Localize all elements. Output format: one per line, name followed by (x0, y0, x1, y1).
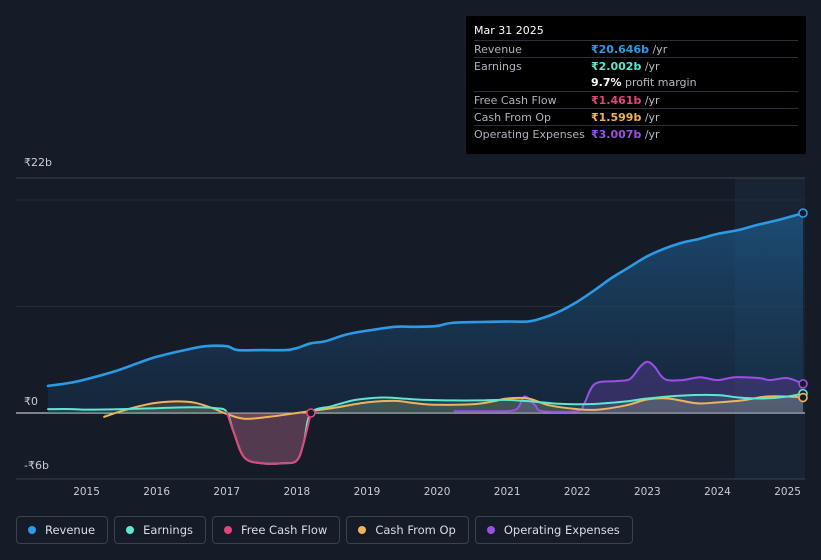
cash-from-op-line (103, 395, 804, 420)
cash-from-op-area (104, 396, 804, 419)
tooltip-date: Mar 31 2025 (474, 24, 544, 37)
earnings-area (48, 393, 803, 464)
legend-label: Revenue (45, 523, 96, 537)
operating-expenses-dot-icon (486, 526, 495, 534)
area-fills (48, 213, 804, 464)
cash-from-op-end-marker (798, 392, 808, 403)
x-tick-label: 2019 (354, 486, 381, 498)
legend-item-cash-from-op[interactable]: Cash From Op (346, 516, 469, 544)
x-tick-label: 2025 (774, 486, 801, 498)
x-tick-label: 2022 (564, 486, 591, 498)
tooltip-label: Revenue (474, 43, 522, 56)
tooltip-row-fcf: Free Cash Flow ₹1.461b /yr (474, 91, 798, 109)
tooltip-row-margin: 9.7% profit margin (474, 74, 798, 91)
free-cash-flow-end-marker (306, 408, 316, 418)
tooltip-label: Cash From Op (474, 111, 552, 124)
tooltip-value: ₹20.646b /yr (591, 43, 668, 56)
tooltip-value: ₹3.007b /yr (591, 128, 660, 141)
x-tick-label: 2016 (143, 486, 170, 498)
tooltip-value: ₹1.461b /yr (591, 94, 660, 107)
legend: Revenue Earnings Free Cash Flow Cash Fro… (16, 516, 633, 546)
tooltip-label: Earnings (474, 60, 522, 73)
legend-label: Cash From Op (375, 523, 456, 537)
cash-from-op-dot-icon (358, 526, 367, 534)
operating-expenses-line (453, 360, 804, 413)
x-tick-label: 2024 (704, 486, 731, 498)
earnings-line (47, 392, 804, 465)
tooltip-value: 9.7% profit margin (591, 76, 697, 89)
revenue-line (46, 211, 805, 388)
free-cash-flow-area (226, 412, 311, 464)
legend-label: Free Cash Flow (241, 523, 328, 537)
legend-item-revenue[interactable]: Revenue (16, 516, 109, 544)
free-cash-flow-dot-icon (224, 526, 232, 534)
x-tick-label: 2023 (634, 486, 661, 498)
x-tick-label: 2021 (494, 486, 521, 498)
end-markers (306, 208, 808, 418)
series-lines (46, 211, 805, 465)
x-axis-labels: 2015 2016 2017 2018 2019 2020 2021 2022 2023 2024… (73, 486, 801, 498)
y-tick-label: ₹22b (24, 156, 52, 169)
tooltip-label: Free Cash Flow (474, 94, 557, 107)
tooltip-row-opex: Operating Expenses ₹3.007b /yr (474, 125, 798, 143)
legend-label: Earnings (143, 523, 193, 537)
x-tick-label: 2018 (283, 486, 310, 498)
x-tick-label: 2020 (424, 486, 451, 498)
earnings-dot-icon (126, 526, 135, 534)
legend-label: Operating Expenses (503, 523, 620, 537)
tooltip-label: Operating Expenses (474, 128, 585, 141)
operating-expenses-end-marker (798, 379, 808, 389)
tooltip-row-cfo: Cash From Op ₹1.599b /yr (474, 108, 798, 126)
tooltip: Mar 31 2025 Revenue ₹20.646b /yr Earning… (466, 16, 806, 154)
y-tick-label: ₹0 (24, 395, 38, 408)
x-tick-label: 2017 (213, 486, 240, 498)
legend-item-free-cash-flow[interactable]: Free Cash Flow (212, 516, 341, 544)
y-tick-label: -₹6b (24, 459, 49, 472)
free-cash-flow-line (225, 411, 312, 465)
operating-expenses-area (454, 361, 803, 413)
tooltip-value: ₹1.599b /yr (591, 111, 660, 124)
tooltip-row-revenue: Revenue ₹20.646b /yr (474, 40, 798, 58)
revenue-area (48, 213, 803, 413)
legend-item-earnings[interactable]: Earnings (114, 516, 206, 544)
revenue-dot-icon (28, 526, 36, 534)
y-axis-labels: ₹22b ₹0 -₹6b (24, 156, 52, 472)
legend-item-operating-expenses[interactable]: Operating Expenses (474, 516, 633, 544)
tooltip-row-earnings: Earnings ₹2.002b /yr (474, 57, 798, 75)
tooltip-value: ₹2.002b /yr (591, 60, 660, 73)
revenue-end-marker (798, 208, 808, 218)
x-tick-label: 2015 (73, 486, 100, 498)
